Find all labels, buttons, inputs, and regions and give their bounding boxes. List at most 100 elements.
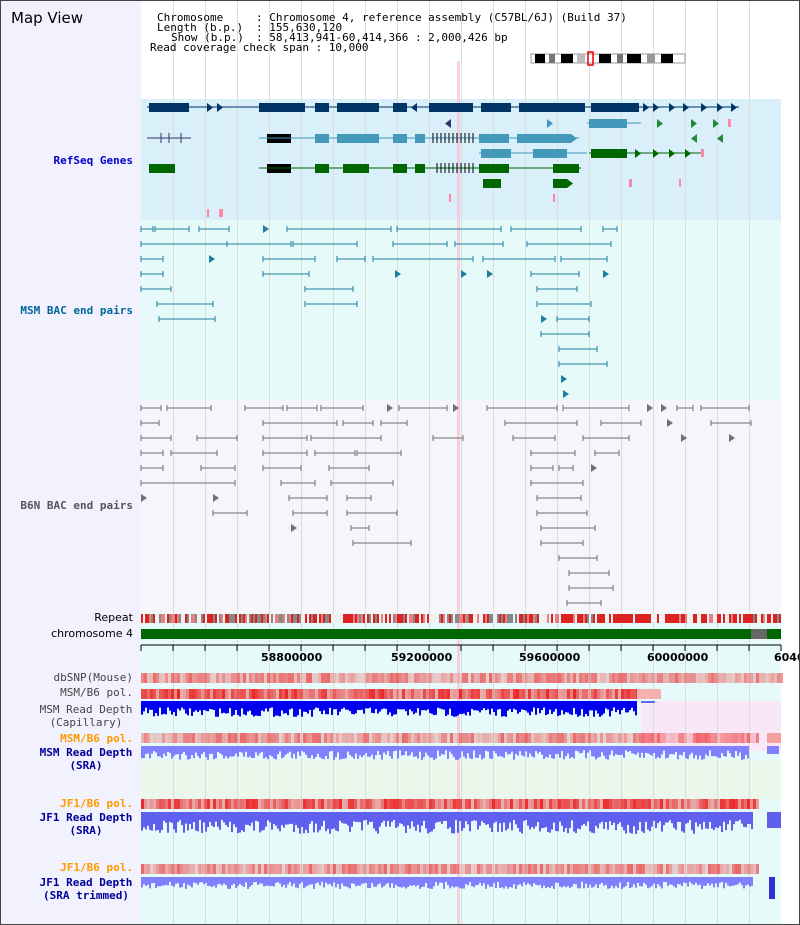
- refseq-genes-label[interactable]: RefSeq Genes: [53, 154, 133, 167]
- pol-heat-cell: [555, 864, 558, 874]
- repeat-element: [463, 614, 465, 623]
- pol-heat-cell: [348, 673, 351, 683]
- repeat-element: [695, 614, 697, 623]
- ideogram-band: [549, 54, 555, 63]
- jf1-b6-pol-label[interactable]: JF1/B6 pol.: [60, 797, 133, 810]
- read-depth-bar: [565, 701, 567, 713]
- pol-heat-cell: [399, 673, 402, 683]
- pol-heat-cell: [282, 799, 285, 809]
- read-depth-bar: [177, 812, 179, 823]
- read-depth-bar: [715, 877, 717, 884]
- pol-heat-cell: [630, 673, 633, 683]
- read-depth-bar: [509, 877, 511, 887]
- pol-heat-cell: [147, 864, 150, 874]
- read-depth-bar: [487, 701, 489, 710]
- dbsnp-label[interactable]: dbSNP(Mouse): [53, 671, 133, 684]
- msm-b6-pol-sra-label[interactable]: MSM/B6 pol.: [60, 732, 133, 745]
- pol-heat-cell: [201, 733, 204, 743]
- repeat-element: [283, 614, 285, 623]
- pol-heat-cell: [222, 689, 225, 699]
- pol-heat-cell: [402, 864, 405, 874]
- pol-heat-cell: [288, 864, 291, 874]
- pol-heat-cell: [453, 689, 456, 699]
- read-depth-bar: [621, 746, 623, 755]
- pol-heat-cell: [627, 799, 630, 809]
- repeat-element: [149, 614, 151, 623]
- repeat-element: [777, 614, 779, 623]
- pol-heat-cell: [474, 733, 477, 743]
- pol-heat-cell: [309, 799, 312, 809]
- read-depth-bar: [581, 877, 583, 882]
- length-key: Length (b.p.): [157, 21, 244, 34]
- repeat-element: [733, 614, 735, 623]
- read-depth-bar: [659, 877, 661, 887]
- read-depth-bar: [329, 701, 331, 708]
- read-depth-bar: [295, 877, 297, 888]
- repeat-element: [719, 614, 721, 623]
- read-depth-bar: [163, 812, 165, 821]
- read-depth-bar: [229, 701, 231, 709]
- repeat-element: [753, 614, 755, 623]
- read-depth-bar: [557, 877, 559, 883]
- pol-heat-cell: [321, 689, 324, 699]
- pol-heat-cell: [567, 733, 570, 743]
- pol-heat-cell: [570, 864, 573, 874]
- pol-heat-cell: [183, 673, 186, 683]
- read-depth-bar: [551, 812, 553, 830]
- read-depth-bar: [409, 877, 411, 886]
- pol-heat-cell: [300, 733, 303, 743]
- read-depth-bar: [161, 812, 163, 831]
- pol-heat-cell: [300, 799, 303, 809]
- read-depth-bar: [481, 701, 483, 711]
- read-depth-bar: [433, 877, 435, 887]
- read-depth-bar: [427, 812, 429, 834]
- repeat-element: [769, 614, 771, 623]
- pol-heat-cell: [498, 673, 501, 683]
- repeat-element: [365, 614, 367, 623]
- pol-heat-cell: [564, 733, 567, 743]
- pol-heat-cell: [522, 689, 525, 699]
- read-depth-bar: [491, 812, 493, 833]
- repeat-element: [439, 614, 441, 623]
- repeat-element: [197, 614, 199, 623]
- repeat-element: [531, 614, 533, 623]
- pol-heat-cell: [432, 673, 435, 683]
- pol-heat-cell: [684, 799, 687, 809]
- page-title: Map View: [11, 9, 84, 27]
- b6n-bac-label[interactable]: B6N BAC end pairs: [20, 499, 133, 512]
- jf1-b6-pol-trim-label[interactable]: JF1/B6 pol.: [60, 861, 133, 874]
- repeat-element: [631, 614, 633, 623]
- msm-depth-sra-label[interactable]: MSM Read Depth (SRA): [39, 746, 133, 772]
- repeat-element: [483, 614, 485, 623]
- repeat-element: [609, 614, 611, 623]
- pol-heat-cell: [750, 864, 753, 874]
- pol-heat-cell: [381, 733, 384, 743]
- pol-heat-cell: [261, 799, 264, 809]
- repeat-element: [749, 614, 751, 623]
- read-depth-bar: [349, 877, 351, 889]
- msm-depth-capillary-label[interactable]: MSM Read Depth (Capillary): [39, 703, 133, 729]
- read-depth-bar: [493, 812, 495, 824]
- pol-heat-cell: [240, 864, 243, 874]
- pol-heat-cell: [729, 673, 732, 683]
- pol-heat-cell: [393, 673, 396, 683]
- jf1-depth-sra-label[interactable]: JF1 Read Depth (SRA): [39, 811, 133, 837]
- read-depth-bar: [551, 877, 553, 887]
- read-depth-bar: [571, 746, 573, 758]
- pol-heat-cell: [531, 864, 534, 874]
- pol-heat-cell: [531, 799, 534, 809]
- jf1-depth-trim-label[interactable]: JF1 Read Depth (SRA trimmed): [39, 876, 133, 902]
- msm-b6-pol-label[interactable]: MSM/B6 pol.: [60, 686, 133, 699]
- read-depth-bar: [693, 746, 695, 759]
- msm-bac-label[interactable]: MSM BAC end pairs: [20, 304, 133, 317]
- pol-heat-cell: [513, 733, 516, 743]
- read-depth-bar: [559, 812, 561, 822]
- pol-heat-cell: [246, 733, 249, 743]
- pol-heat-cell: [573, 799, 576, 809]
- pol-heat-cell: [264, 673, 267, 683]
- pol-heat-cell: [420, 733, 423, 743]
- read-depth-bar: [717, 877, 719, 888]
- pol-heat-cell: [633, 799, 636, 809]
- read-depth-bar: [297, 812, 299, 828]
